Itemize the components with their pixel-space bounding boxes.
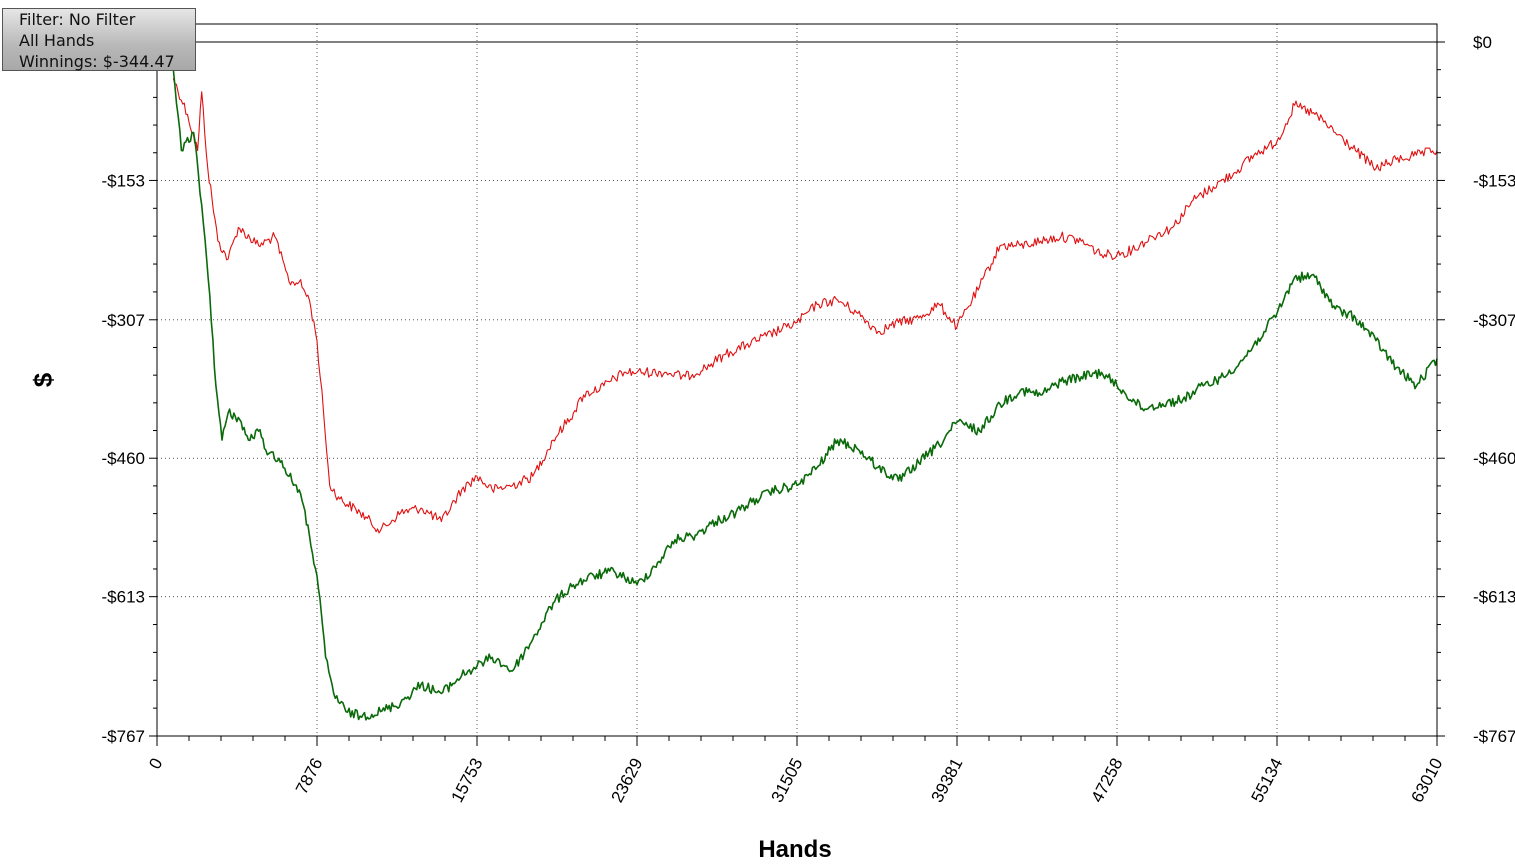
winnings-text: Winnings: $-344.47: [19, 52, 175, 71]
y-tick-label-right: -$307: [1473, 311, 1515, 330]
y-tick-label-right: -$767: [1473, 727, 1515, 746]
y-tick-label-right: -$613: [1473, 588, 1515, 607]
x-tick-label: 31505: [768, 755, 807, 806]
y-tick-label-right: -$460: [1473, 449, 1515, 468]
y-axis-label: $: [28, 372, 58, 387]
x-axis-label: Hands: [758, 836, 831, 863]
x-tick-label: 0: [145, 755, 166, 772]
x-tick-label: 15753: [448, 755, 487, 806]
y-tick-label-right: $0: [1473, 33, 1492, 52]
filter-text: Filter: No Filter: [19, 10, 136, 29]
y-tick-label-left: -$460: [102, 449, 145, 468]
x-tick-label: 55134: [1248, 755, 1287, 806]
x-tick-label: 23629: [608, 755, 647, 806]
x-tick-label: 47258: [1088, 755, 1127, 806]
y-tick-label-left: -$613: [102, 588, 145, 607]
grid-layer: [157, 24, 1437, 736]
series-layer: [172, 69, 1438, 721]
y-tick-label-left: -$307: [102, 311, 145, 330]
y-tick-label-right: -$153: [1473, 171, 1515, 190]
tick-label-layer: $0 -$153 -$153 -$307 -$307 -$460 -$460 -$613 -$6…: [102, 33, 1515, 806]
minor-tick-layer: [149, 41, 1445, 746]
x-tick-label: 7876: [292, 755, 327, 797]
red-winnings-line: [172, 78, 1438, 534]
y-tick-label-left: -$767: [102, 727, 145, 746]
green-winnings-line: [172, 69, 1438, 721]
x-tick-label: 63010: [1408, 755, 1447, 806]
info-box: Filter: No Filter All Hands Winnings: $-…: [2, 8, 196, 71]
hands-text: All Hands: [19, 31, 95, 50]
x-tick-label: 39381: [928, 755, 967, 806]
y-tick-label-left: -$153: [102, 171, 145, 190]
